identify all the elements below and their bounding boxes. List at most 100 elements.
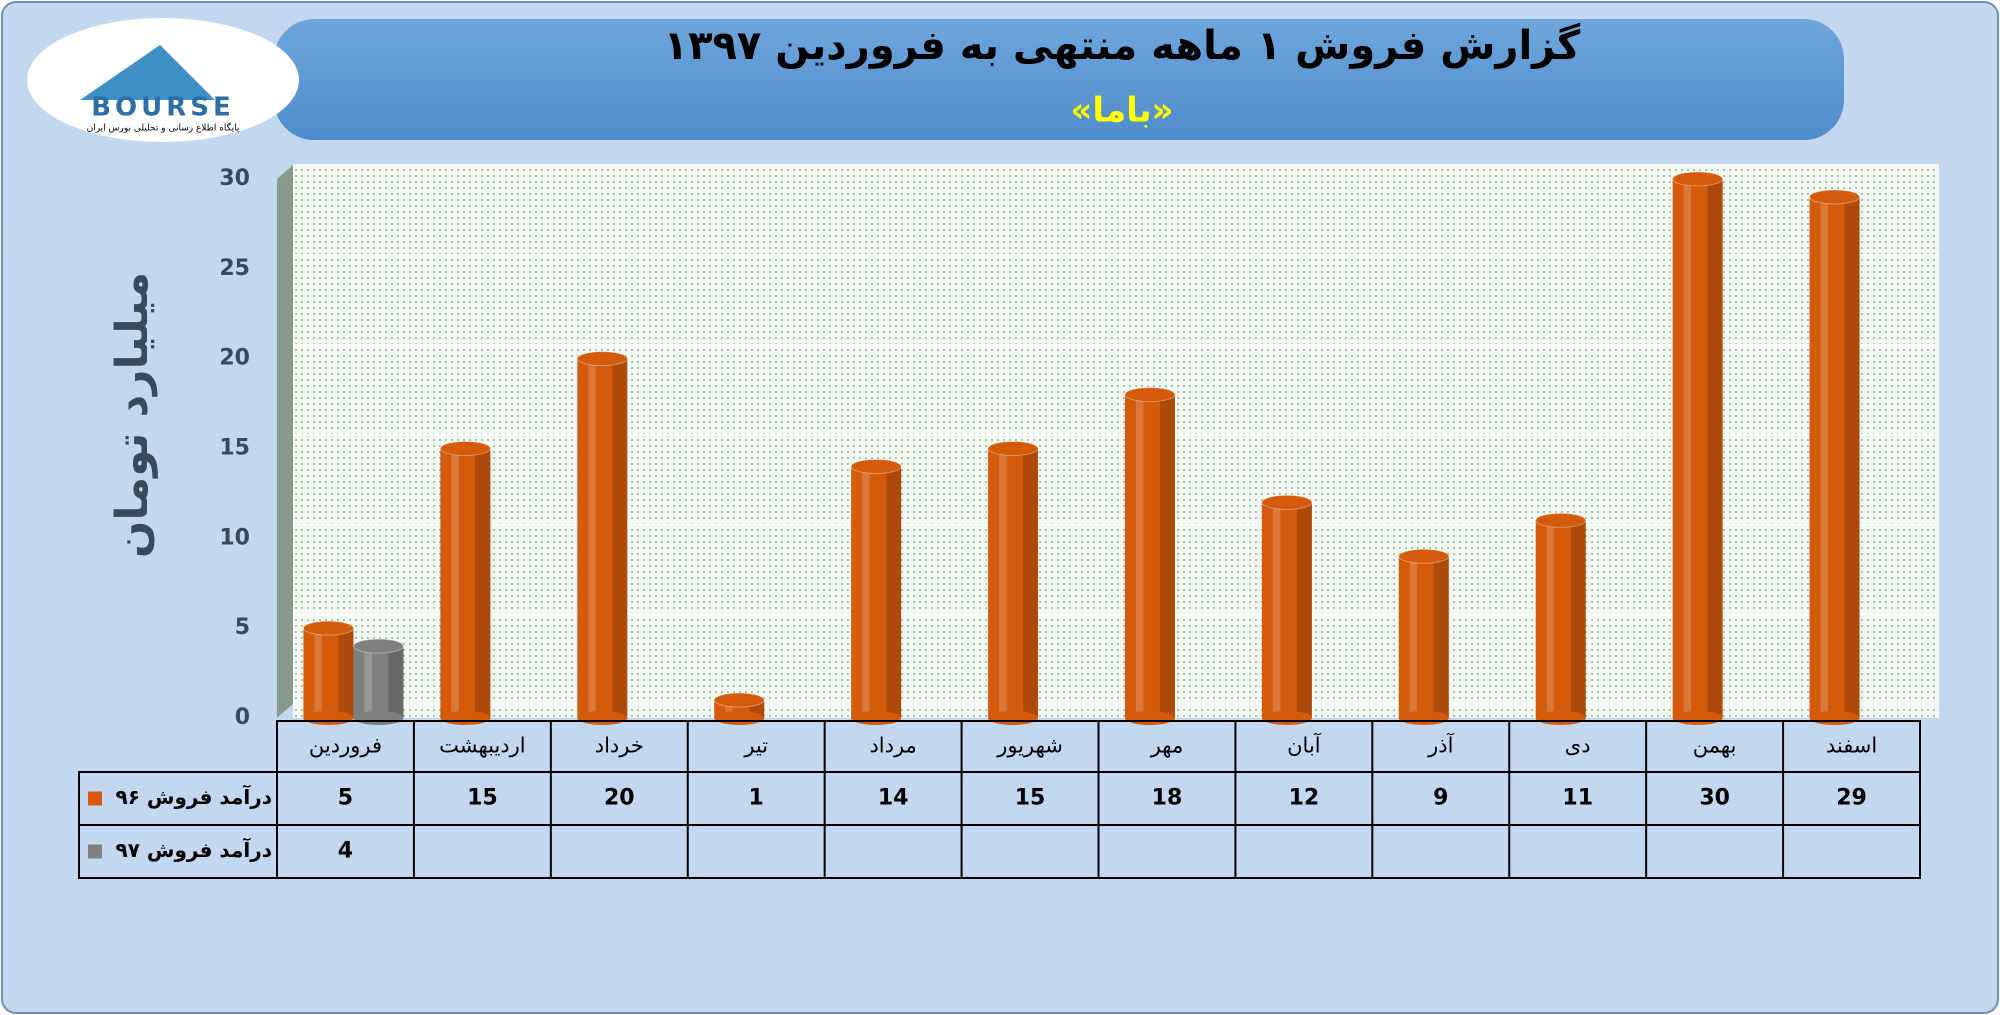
x-tick-label: شهریور: [996, 734, 1063, 758]
bar-bottom: [1809, 711, 1860, 725]
bar-bottom: [577, 711, 628, 725]
bar: [988, 448, 1039, 718]
logo-tagline: پایگاه اطلاع رسانی و تحلیلی بورس ایران: [87, 122, 240, 134]
bar: [353, 646, 404, 718]
bar-top: [850, 458, 902, 474]
x-tick-label: بهمن: [1693, 734, 1737, 758]
bar-highlight: [999, 448, 1007, 718]
x-tick-label: آبان: [1287, 733, 1322, 758]
y-tick-label: 15: [219, 436, 250, 461]
bar-highlight: [725, 700, 733, 718]
bar-top: [713, 692, 765, 708]
bar-top: [302, 620, 354, 636]
bar-shadow: [475, 448, 491, 718]
table-value: 12: [1289, 786, 1320, 811]
bar-top: [1398, 548, 1450, 564]
table-value: 20: [604, 786, 635, 811]
bar-bottom: [353, 711, 404, 725]
bar: [1398, 556, 1449, 718]
bar-shadow: [1433, 556, 1449, 718]
y-tick-label: 30: [219, 166, 250, 191]
bar-bottom: [1398, 711, 1449, 725]
table-value: 18: [1152, 786, 1183, 811]
bar-shadow: [612, 358, 628, 718]
bar-bottom: [1261, 711, 1312, 725]
table-value: 4: [338, 839, 353, 864]
bar-bottom: [1672, 711, 1723, 725]
bar: [1535, 520, 1586, 718]
y-tick-label: 20: [219, 346, 250, 371]
bar-bottom: [440, 711, 491, 725]
chart-title: گزارش فروش ۱ ماهه منتهی به فروردین ۱۳۹۷: [664, 22, 1581, 69]
bar-top: [1809, 189, 1861, 205]
bar: [1261, 502, 1312, 718]
table-value: 15: [467, 786, 498, 811]
bar-shadow: [1570, 520, 1586, 718]
legend-swatch: [88, 791, 102, 806]
bar-top: [576, 351, 628, 367]
bar-top: [1672, 171, 1724, 187]
bar-top: [987, 441, 1039, 456]
x-tick-label: فروردین: [309, 734, 382, 758]
table-value: 5: [338, 786, 353, 811]
bar-shadow: [1296, 502, 1312, 718]
y-tick-label: 10: [219, 525, 250, 550]
bar: [303, 628, 354, 718]
bar-highlight: [588, 358, 596, 718]
bar-shadow: [1844, 196, 1860, 718]
bar-bottom: [851, 711, 902, 725]
table-value: 30: [1699, 786, 1730, 811]
plot-area: [293, 165, 1939, 718]
bar-top: [1535, 512, 1587, 528]
x-tick-label: مهر: [1150, 734, 1184, 758]
x-tick-label: خرداد: [595, 734, 644, 758]
y-tick-label: 25: [219, 256, 250, 281]
bar-highlight: [314, 628, 322, 718]
bar-highlight: [862, 466, 870, 718]
legend-swatch: [88, 844, 102, 859]
y-tick-label: 0: [235, 705, 250, 730]
bar-bottom: [1535, 711, 1586, 725]
table-value: 11: [1562, 786, 1593, 811]
bar-highlight: [1409, 556, 1418, 718]
title-banner: [274, 19, 1844, 140]
x-tick-label: دی: [1565, 734, 1591, 758]
y-tick-label: 5: [235, 615, 250, 640]
bar-bottom: [1124, 711, 1175, 725]
bar: [1124, 394, 1175, 718]
bar-highlight: [1546, 520, 1555, 718]
bar-highlight: [1135, 394, 1144, 718]
table-value: 14: [878, 786, 909, 811]
bar: [851, 466, 902, 718]
bar-highlight: [1272, 502, 1281, 718]
legend-label: درآمد فروش ۹۷: [116, 837, 272, 862]
bar-top: [1261, 494, 1313, 510]
table-value: 1: [749, 786, 764, 811]
x-tick-label: تیر: [743, 734, 768, 758]
x-tick-label: اسفند: [1826, 734, 1877, 758]
bar-bottom: [303, 711, 354, 725]
y-axis-label: میلیارد تومان: [107, 272, 158, 558]
x-tick-label: مرداد: [869, 734, 916, 758]
bar-highlight: [1820, 196, 1829, 718]
legend-label: درآمد فروش ۹۶: [116, 784, 272, 809]
x-tick-label: اردیبهشت: [439, 734, 526, 758]
bar-shadow: [886, 466, 902, 718]
logo-name: BOURSE: [91, 93, 235, 123]
chart-subtitle: «باما»: [1070, 91, 1173, 131]
bar-shadow: [1707, 179, 1723, 718]
bar: [1672, 179, 1723, 718]
x-tick-label: آذر: [1427, 733, 1454, 758]
bar-top: [439, 441, 491, 456]
table-value: 15: [1015, 786, 1046, 811]
bar: [1809, 196, 1860, 718]
bar-highlight: [364, 646, 372, 718]
logo-icon: [80, 45, 215, 100]
bar: [440, 448, 491, 718]
bar-shadow: [388, 646, 404, 718]
bar-bottom: [714, 711, 765, 725]
bar: [577, 358, 628, 718]
bar-highlight: [1683, 179, 1692, 718]
